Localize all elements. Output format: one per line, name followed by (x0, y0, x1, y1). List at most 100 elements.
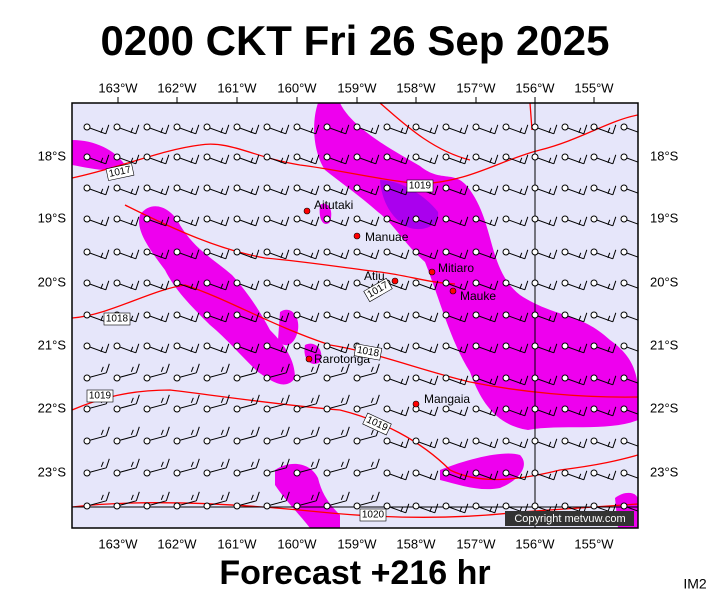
barb-flag (255, 394, 260, 404)
barb-flag (190, 283, 194, 290)
barb-flag (434, 470, 439, 480)
wind-barbs (83, 123, 646, 514)
barb-flag (434, 312, 439, 322)
barb-station (233, 342, 241, 350)
wind-barb (233, 215, 260, 227)
barb-station (113, 437, 121, 445)
wind-barb (233, 394, 260, 413)
barb-station (353, 437, 361, 445)
barb-flag (310, 461, 314, 468)
barb-flag (220, 283, 224, 290)
barb-flag (315, 154, 320, 164)
barb-flag (250, 429, 254, 436)
barb-flag (375, 185, 380, 195)
barb-flag (160, 127, 164, 134)
barb-flag (548, 346, 552, 353)
barb-flag (315, 491, 320, 501)
barb-flag (105, 280, 110, 290)
place-dot (428, 268, 436, 276)
barb-flag (583, 124, 588, 134)
wind-barb (590, 405, 617, 417)
barb-flag (130, 157, 134, 164)
barb-station (323, 311, 331, 319)
barb-flag (583, 280, 588, 290)
barb-flag (130, 461, 134, 468)
wind-barb (442, 248, 469, 260)
barb-station (323, 123, 331, 131)
wind-barb (113, 491, 140, 510)
barb-station (353, 374, 361, 382)
wind-barb (263, 123, 290, 135)
barb-flag (135, 312, 140, 322)
isobar-label-box (105, 163, 135, 181)
barb-station (442, 437, 450, 445)
wind-barb (620, 437, 638, 447)
barb-flag (375, 363, 380, 373)
barb-flag (464, 154, 469, 164)
barb-station (383, 184, 391, 192)
isobar-label-group: 1019 (86, 389, 114, 403)
barb-station (353, 248, 361, 256)
barb-flag (220, 366, 224, 373)
barb-flag (130, 315, 134, 322)
barb-flag (553, 406, 558, 416)
isobar-label-group: 1019 (406, 179, 434, 193)
barb-station (590, 469, 598, 477)
barb-flag (285, 491, 290, 501)
barb-flag (524, 154, 529, 164)
barb-flag (340, 461, 344, 468)
wind-barb (590, 123, 617, 135)
barb-station (502, 502, 510, 510)
wind-barb (323, 279, 350, 291)
wind-barb (502, 215, 529, 227)
wind-barb (383, 248, 410, 260)
barb-flag (519, 409, 523, 416)
barb-flag (160, 188, 164, 195)
wind-barb (173, 279, 200, 291)
barb-flag (340, 188, 344, 195)
barb-station (590, 215, 598, 223)
wind-barb (590, 248, 617, 260)
barb-station (561, 153, 569, 161)
barb-flag (220, 157, 224, 164)
barb-station (293, 311, 301, 319)
wind-barb (293, 153, 320, 165)
wind-barb (203, 123, 230, 135)
wind-barb (173, 342, 200, 354)
wind-barb (561, 374, 588, 386)
barb-flag (165, 426, 170, 436)
place-label: Mangaia (424, 392, 470, 406)
wind-barb (502, 279, 529, 291)
barb-flag (464, 124, 469, 134)
wind-barb (412, 342, 439, 354)
barb-station (143, 374, 151, 382)
barb-flag (400, 252, 404, 259)
barb-flag (434, 375, 439, 385)
barb-flag (340, 252, 344, 259)
barb-flag (607, 346, 611, 353)
barb-flag (519, 378, 523, 385)
isobar-label: 1018 (356, 345, 380, 360)
barb-flag (464, 503, 469, 513)
lat-label: 18°S (38, 148, 67, 163)
barb-flag (578, 315, 582, 322)
barb-flag (612, 438, 617, 448)
barb-station (383, 405, 391, 413)
isobar-label-box (353, 343, 383, 361)
barb-flag (225, 280, 230, 290)
barb-flag (400, 157, 404, 164)
barb-flag (429, 506, 433, 513)
barb-station (561, 342, 569, 350)
wind-barb (531, 248, 558, 260)
wind-barb (83, 123, 110, 135)
barb-station (263, 469, 271, 477)
barb-station (561, 437, 569, 445)
barb-station (203, 279, 211, 287)
barb-flag (340, 397, 344, 404)
wind-barb (143, 215, 170, 227)
barb-flag (643, 186, 646, 195)
barb-flag (135, 363, 140, 373)
barb-flag (220, 219, 224, 226)
barb-flag (464, 470, 469, 480)
isobar-label: 1017 (108, 164, 132, 179)
